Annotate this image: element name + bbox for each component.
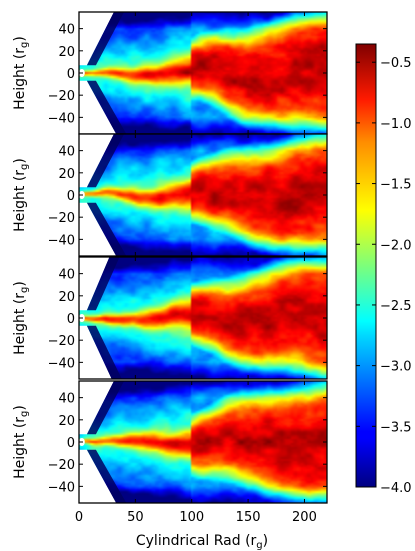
funnel-edge-bottom <box>86 202 127 256</box>
y-tick-label: 40 <box>58 268 75 283</box>
panel-heatmap <box>79 381 327 503</box>
y-tick-label: −40 <box>48 233 75 248</box>
y-tick-label: −40 <box>48 356 75 371</box>
x-tick-label: 50 <box>127 510 144 525</box>
y-tick-label: −40 <box>48 480 75 495</box>
y-tick-label: 0 <box>67 67 75 82</box>
excised-region-bottom <box>79 449 117 503</box>
panel-3: 40 20 0 −20 −40 Height (rg) <box>12 256 328 380</box>
y-tick-label: −20 <box>48 458 75 473</box>
y-tick-label: 40 <box>58 23 75 38</box>
y-tick-label: 20 <box>58 414 75 429</box>
excised-region-top <box>79 257 110 311</box>
panel-heatmap <box>79 12 327 134</box>
y-axis-label: Height (rg) <box>12 36 30 110</box>
y-tick-label: 40 <box>58 392 75 407</box>
colorbar-tick-label: −2.5 <box>380 299 412 314</box>
colorbar-ticks: −0.5 −1.0 −1.5 −2.0 −2.5 −3.0 −3.5 −4.0 <box>356 56 412 496</box>
y-tick-label: 0 <box>67 312 75 327</box>
colorbar-fill <box>355 43 377 488</box>
excised-region-bottom <box>79 325 112 379</box>
funnel-edge-bottom <box>86 449 127 503</box>
panel-heatmap <box>79 134 327 256</box>
excised-region-bottom <box>79 80 117 134</box>
x-axis-label: Cylindrical Rad (rg) <box>136 533 268 551</box>
y-axis-label: Height (rg) <box>12 158 30 232</box>
panel-4: 40 20 0 −20 −40 Height (rg) <box>12 380 328 504</box>
y-tick-label: 20 <box>58 45 75 60</box>
y-tick-label: 40 <box>58 145 75 160</box>
colorbar: −0.5 −1.0 −1.5 −2.0 −2.5 −3.0 −3.5 −4.0 <box>355 43 412 496</box>
x-tick-label: 200 <box>292 510 317 525</box>
excised-region-top <box>79 134 114 188</box>
panel-heatmap <box>79 257 327 379</box>
colorbar-tick-label: −3.0 <box>380 360 412 375</box>
colorbar-tick-label: −3.5 <box>380 420 412 435</box>
colorbar-tick-label: −0.5 <box>380 56 412 71</box>
funnel-edge-top <box>86 381 125 435</box>
funnel-edge-top <box>86 12 125 66</box>
funnel-edge-bottom <box>86 325 122 379</box>
x-tick-label: 150 <box>236 510 261 525</box>
x-tick-label: 0 <box>75 510 83 525</box>
y-axis-label: Height (rg) <box>12 405 30 479</box>
panel-2: 40 20 0 −20 −40 Height (rg) <box>12 133 328 257</box>
y-tick-label: 20 <box>58 290 75 305</box>
y-tick-label: 20 <box>58 167 75 182</box>
y-tick-label: −20 <box>48 334 75 349</box>
colorbar-tick-label: −2.0 <box>380 238 412 253</box>
y-axis-label: Height (rg) <box>12 281 30 355</box>
panels: 40 20 0 −20 −40 Height (rg) 40 20 0 −20 −40 Height … <box>12 11 328 504</box>
excised-region-top <box>79 381 114 435</box>
funnel-edge-bottom <box>86 80 127 134</box>
excised-region-bottom <box>79 202 117 256</box>
funnel-edge-top <box>86 134 125 188</box>
y-tick-label: −20 <box>48 89 75 104</box>
excised-region-top <box>79 12 114 66</box>
colorbar-tick-label: −1.0 <box>380 117 412 132</box>
funnel-edge-top <box>86 257 120 311</box>
x-axis: 0 50 100 150 200 <box>75 510 317 525</box>
x-tick-label: 100 <box>179 510 204 525</box>
colorbar-tick-label: −4.0 <box>380 481 412 496</box>
panel-1: 40 20 0 −20 −40 Height (rg) <box>12 11 328 135</box>
colorbar-tick-label: −1.5 <box>380 178 412 193</box>
y-tick-label: −40 <box>48 111 75 126</box>
y-tick-label: 0 <box>67 436 75 451</box>
y-tick-label: 0 <box>67 189 75 204</box>
y-tick-label: −20 <box>48 211 75 226</box>
